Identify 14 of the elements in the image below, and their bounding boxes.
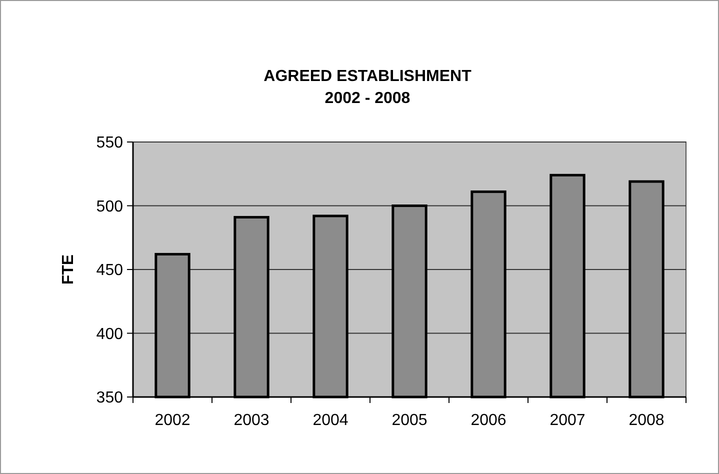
x-tick-label: 2005 [392, 412, 428, 429]
y-tick-label: 450 [96, 262, 124, 280]
chart-title: AGREED ESTABLISHMENT 2002 - 2008 [264, 68, 472, 107]
x-tick-label: 2002 [154, 412, 190, 429]
y-tick-label: 500 [96, 198, 124, 216]
x-tick-label: 2008 [628, 412, 664, 429]
x-tick-label: 2006 [470, 412, 506, 429]
y-tick-label: 400 [96, 326, 124, 343]
x-tick-label: 2004 [312, 412, 348, 429]
x-tick-label: 2003 [234, 412, 270, 429]
y-axis-title: FTE [60, 254, 77, 285]
y-tick-label: 550 [96, 134, 124, 152]
x-tick-label: 2007 [550, 412, 586, 429]
y-tick-label: 350 [96, 390, 124, 407]
